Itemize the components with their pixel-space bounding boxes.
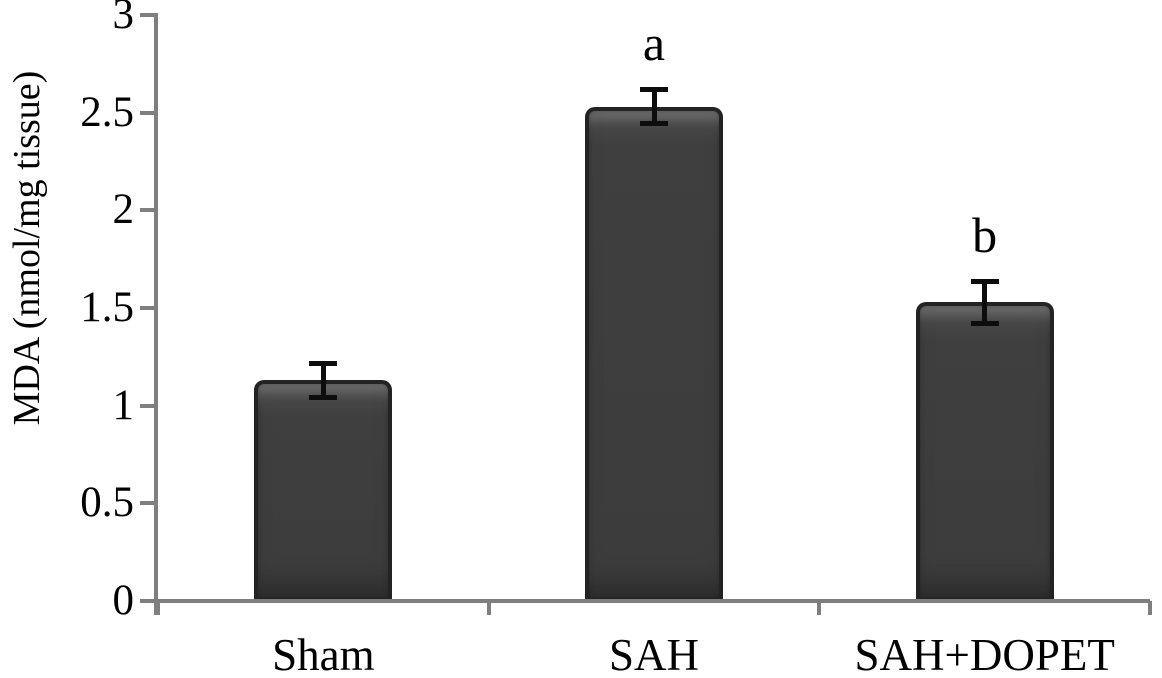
y-tick xyxy=(140,208,154,213)
significance-label-sah: a xyxy=(642,15,666,72)
x-category-label-sah: SAH xyxy=(608,630,700,678)
x-tick xyxy=(156,601,160,615)
error-bar-stem xyxy=(320,360,326,400)
x-category-label-sah-dopet: SAH+DOPET xyxy=(854,630,1115,678)
y-axis-title: MDA (nmol/mg tissue) xyxy=(6,70,48,426)
y-tick-label: 3 xyxy=(112,0,135,38)
y-tick xyxy=(140,599,154,603)
y-tick xyxy=(140,306,154,310)
bar-sah xyxy=(585,106,723,599)
bar-sah-dopet xyxy=(915,302,1054,599)
y-tick-label: 2.5 xyxy=(80,88,134,136)
x-axis-line xyxy=(154,599,1150,603)
y-tick xyxy=(140,501,154,506)
y-tick xyxy=(140,13,154,17)
error-bar-stem xyxy=(982,278,988,326)
y-tick-label: 2 xyxy=(112,186,135,234)
bar-sham xyxy=(254,380,393,599)
significance-label-sah-dopet: b xyxy=(972,206,998,263)
y-tick xyxy=(140,403,154,408)
y-tick xyxy=(140,110,154,115)
y-axis-line xyxy=(154,13,158,615)
y-tick-label: 0 xyxy=(112,577,135,624)
error-bar-stem xyxy=(651,87,657,127)
y-tick-label: 1 xyxy=(112,381,135,429)
y-tick-label: 0.5 xyxy=(80,479,134,527)
error-bar-sham xyxy=(309,360,338,400)
error-bar-sah xyxy=(640,87,668,127)
x-tick xyxy=(486,601,491,615)
y-tick-label: 1.5 xyxy=(80,284,134,331)
error-bar-sah-dopet xyxy=(970,278,999,326)
x-category-label-sham: Sham xyxy=(272,630,375,678)
x-tick xyxy=(1148,601,1152,615)
x-tick xyxy=(817,601,822,615)
